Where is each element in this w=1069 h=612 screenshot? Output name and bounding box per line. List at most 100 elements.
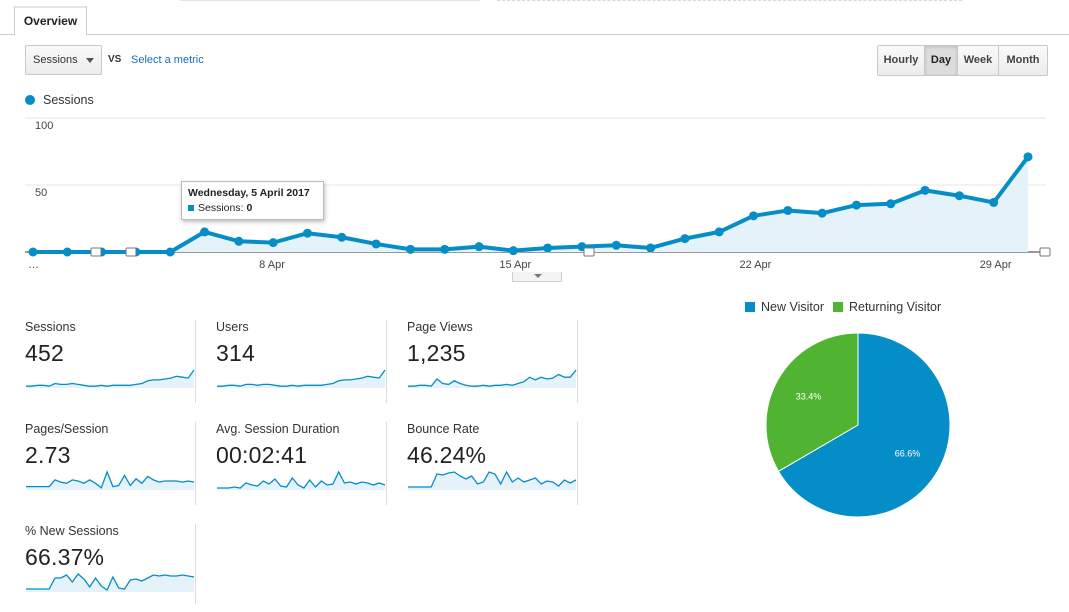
- data-point: [474, 242, 484, 252]
- legend-label: Returning Visitor: [848, 300, 942, 314]
- legend-item-new-visitor[interactable]: New Visitor: [745, 300, 824, 314]
- sparkline-path: [408, 369, 577, 387]
- visitor-pie-chart[interactable]: 66.6% 33.4%: [765, 332, 951, 518]
- period-day-button[interactable]: Day: [925, 46, 958, 75]
- legend-item-returning-visitor[interactable]: Returning Visitor: [832, 300, 942, 314]
- chart-scroll-handle[interactable]: [512, 272, 562, 282]
- sparkline-path: [217, 470, 386, 489]
- data-point: [440, 244, 450, 254]
- data-point: [165, 247, 175, 257]
- period-month-button[interactable]: Month: [999, 46, 1047, 75]
- sparkline-area: [217, 472, 385, 490]
- chart-legend[interactable]: Sessions: [25, 93, 94, 107]
- legend-swatch: [832, 302, 843, 312]
- metric-label: Users: [216, 320, 249, 334]
- chevron-down-icon: [86, 58, 94, 63]
- period-week-button[interactable]: Week: [958, 46, 999, 75]
- pie-legend: New Visitor Returning Visitor: [745, 300, 950, 314]
- data-point: [508, 246, 518, 256]
- data-point: [1023, 152, 1033, 162]
- data-point: [543, 243, 553, 253]
- y-tick-label: 100: [35, 120, 53, 132]
- data-point: [302, 228, 312, 238]
- annotation-icon: [583, 247, 595, 257]
- period-selector: Hourly Day Week Month: [877, 45, 1048, 76]
- vs-label: VS: [108, 54, 122, 65]
- sparkline-path: [26, 369, 195, 387]
- data-point: [714, 227, 724, 237]
- annotation-icon: [125, 247, 137, 257]
- sparkline-area: [26, 370, 194, 388]
- data-point: [371, 239, 381, 249]
- legend-label: Sessions: [43, 93, 94, 107]
- x-tick-label: 29 Apr: [980, 259, 1012, 271]
- sessions-line-chart[interactable]: 100 50 … 8 Apr 15 Apr 22 Apr 29 Apr: [0, 110, 1069, 272]
- metric-label: Sessions: [25, 320, 76, 334]
- data-point: [851, 200, 861, 210]
- metric-value: 66.37%: [25, 544, 105, 570]
- annotation-icon: [1039, 247, 1051, 257]
- tab-bar: Overview: [0, 0, 1069, 36]
- sparkline-area: [217, 370, 385, 388]
- data-point: [28, 247, 38, 257]
- pie-slice: [765, 332, 859, 473]
- data-point: [646, 243, 656, 253]
- annotation-icon: [90, 247, 102, 257]
- metric-value: 314: [216, 340, 255, 366]
- data-point: [200, 227, 210, 237]
- sparkline-path: [217, 369, 386, 387]
- x-tick-label: 15 Apr: [499, 259, 531, 271]
- legend-label: New Visitor: [761, 300, 824, 314]
- metric-card-page-views[interactable]: Page Views 1,235: [407, 320, 578, 403]
- tooltip-date: Wednesday, 5 April 2017: [188, 187, 310, 199]
- data-point: [920, 185, 930, 195]
- metric-label: Avg. Session Duration: [216, 422, 340, 436]
- metric-card-avg-session-duration[interactable]: Avg. Session Duration 00:02:41: [216, 422, 387, 505]
- data-point: [611, 240, 621, 250]
- tooltip-swatch: [188, 205, 194, 211]
- x-tick-label: …: [28, 259, 39, 271]
- chevron-down-icon: [534, 274, 542, 278]
- series-area: [33, 156, 1028, 252]
- period-hourly-button[interactable]: Hourly: [878, 46, 925, 75]
- metric-card-users[interactable]: Users 314: [216, 320, 387, 403]
- legend-dot-icon: [25, 95, 35, 105]
- metric-card-sessions[interactable]: Sessions 452: [25, 320, 196, 403]
- metric-sparkline: [26, 573, 195, 592]
- metric-sparkline: [408, 470, 577, 490]
- select-metric-link[interactable]: Select a metric: [131, 54, 204, 66]
- metric-value: 2.73: [25, 442, 71, 468]
- x-tick-label: 8 Apr: [259, 259, 285, 271]
- metric-card-bounce-rate[interactable]: Bounce Rate 46.24%: [407, 422, 578, 505]
- metric-card-pages-per-session[interactable]: Pages/Session 2.73: [25, 422, 196, 505]
- tooltip-value: 0: [246, 202, 253, 214]
- data-point: [886, 199, 896, 209]
- sparkline-path: [408, 470, 577, 488]
- metric-label: % New Sessions: [25, 524, 119, 538]
- metric-value: 00:02:41: [216, 442, 308, 468]
- metric-value: 1,235: [407, 340, 466, 366]
- metric-label: Bounce Rate: [407, 422, 480, 436]
- metric-card-new-sessions[interactable]: % New Sessions 66.37%: [25, 524, 196, 604]
- data-point: [817, 208, 827, 218]
- data-point: [749, 211, 759, 221]
- sparkline-area: [408, 472, 576, 490]
- data-point: [337, 232, 347, 242]
- tooltip-row: Sessions: 0: [188, 200, 317, 216]
- divider: [180, 0, 480, 1]
- tab-overview[interactable]: Overview: [14, 6, 87, 36]
- y-tick-label: 50: [35, 187, 47, 199]
- data-point: [680, 234, 690, 244]
- data-point: [405, 244, 415, 254]
- pie-slice: [777, 332, 951, 518]
- divider: [497, 0, 962, 1]
- metric-sparkline: [217, 369, 386, 388]
- sparkline-path: [26, 470, 195, 489]
- pie-slice-label: 66.6%: [895, 448, 921, 458]
- tooltip-series: Sessions:: [198, 202, 244, 214]
- data-point: [62, 247, 72, 257]
- x-tick-label: 22 Apr: [740, 259, 772, 271]
- metric-select[interactable]: Sessions: [25, 45, 102, 75]
- data-point: [783, 205, 793, 215]
- metric-value: 46.24%: [407, 442, 487, 468]
